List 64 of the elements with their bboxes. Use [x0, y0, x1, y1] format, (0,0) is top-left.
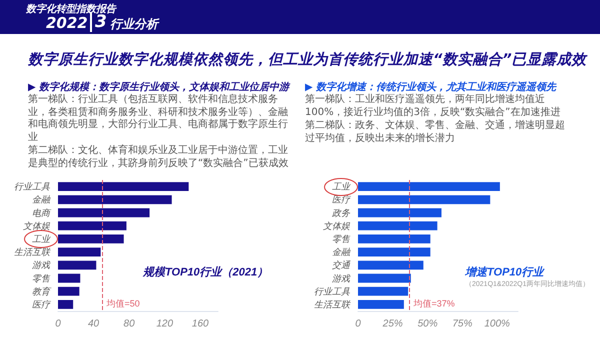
bar [358, 195, 490, 204]
text: 行业分析 [110, 16, 158, 33]
x-tick-label: 120 [156, 318, 174, 330]
bar [58, 182, 189, 192]
y-tick-label: 工业 [32, 234, 51, 244]
y-tick-label: 游戏 [32, 260, 51, 270]
text: 增速TOP10行业 [464, 266, 546, 278]
bar [358, 221, 438, 230]
x-tick-label: 40 [88, 318, 100, 330]
text: ▶ 数字化规模：数字原生行业领头，文体娱和工业位居中游 [28, 80, 290, 94]
text: 数字化转型指数报告 [26, 2, 116, 15]
ref-line-label: 均值=37% [412, 298, 455, 308]
x-tick-label: 0 [55, 318, 62, 330]
x-tick-label: 160 [192, 318, 209, 330]
y-tick-label: 交通 [332, 260, 351, 270]
bar [58, 300, 74, 309]
y-tick-label: 医疗 [332, 194, 351, 205]
y-tick-label: 游戏 [332, 273, 351, 284]
text: 第二梯队：文化、体育和娱乐业及工业居于中游位置，工业是典型的传统行业，其跻身前列反映了“数实融合”已获成效 [28, 145, 290, 170]
bar [58, 260, 96, 270]
x-tick-label: 50% [418, 318, 438, 330]
bar [358, 248, 430, 257]
y-tick-label: 政务 [332, 208, 351, 218]
bar [58, 208, 150, 218]
bar [358, 274, 411, 283]
y-tick-label: 行业工具 [14, 182, 51, 192]
y-tick-label: 文体娱 [323, 220, 351, 231]
bar [58, 286, 80, 296]
text: 2022 [46, 14, 88, 32]
text: 规模TOP10行业（2021） [142, 266, 268, 278]
y-tick-label: 医疗 [32, 299, 51, 310]
y-tick-label: 生活互联 [314, 299, 351, 310]
bar [358, 182, 500, 192]
y-tick-label: 文体娱 [23, 220, 51, 231]
text: ▶ 数字化增速：传统行业领头，尤其工业和医疗遥遥领先 [305, 80, 556, 94]
bar [58, 248, 101, 257]
y-tick-label: 金融 [332, 247, 351, 258]
x-tick-label: 75% [452, 318, 472, 330]
bar [58, 221, 126, 230]
bar [358, 208, 442, 218]
text: 第一梯队：工业和医疗遥遥领先，两年同比增速均值近100%，接近行业均值的3倍，反映“数实融合”在加速推进 [305, 94, 562, 119]
bar [358, 234, 430, 244]
ref-line-label: 均值=50 [105, 298, 140, 308]
bar [58, 234, 124, 244]
y-tick-label: 教育 [32, 286, 52, 296]
bar [358, 260, 424, 270]
x-tick-label: 0 [355, 318, 362, 330]
bar [358, 286, 408, 296]
y-tick-label: 电商 [32, 208, 52, 218]
y-tick-label: 生活互联 [14, 247, 51, 258]
bar [58, 195, 172, 204]
text: 第二梯队：政务、文体娱、零售、金融、交通，增速明显超过平均值，反映出未来的增长潜力 [305, 120, 566, 145]
x-tick-label: 100% [484, 318, 510, 330]
bar [58, 274, 80, 283]
y-tick-label: 行业工具 [314, 286, 351, 296]
x-tick-label: 25% [382, 318, 403, 330]
bar [358, 300, 404, 309]
y-tick-label: 零售 [32, 273, 51, 284]
y-tick-label: 零售 [332, 234, 351, 244]
text: 第一梯队：行业工具（包括互联网、软件和信息技术服务业，各类租赁和商务服务业、科研和技术服务业等）、金融和电商领先明显，大部分行业工具、电商都属于数字原生行业 [28, 94, 289, 144]
y-tick-label: 工业 [332, 182, 351, 192]
y-tick-label: 金融 [32, 194, 51, 205]
text: 数字原生行业数字化规模依然领先，但工业为首传统行业加速“数实融合”已显露成效 [28, 50, 587, 69]
x-tick-label: 80 [124, 318, 136, 330]
